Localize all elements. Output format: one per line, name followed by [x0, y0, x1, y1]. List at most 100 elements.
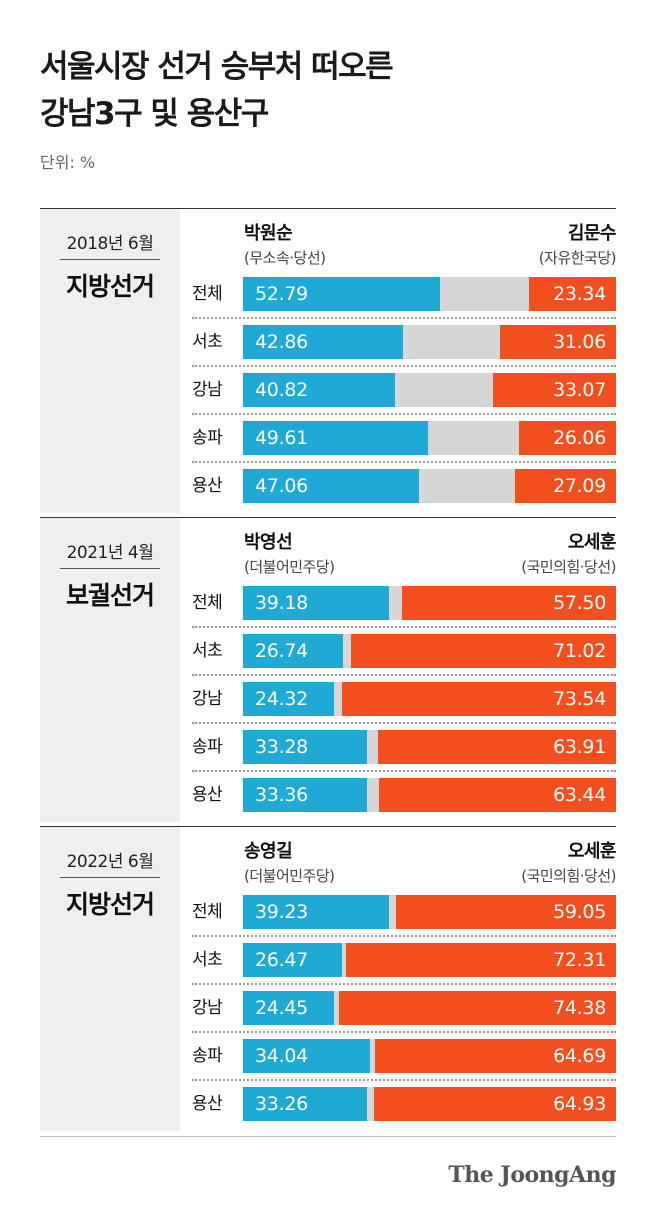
election-type: 보궐선거: [65, 581, 155, 610]
right-candidate-bar: 26.06: [518, 421, 616, 455]
row-divider: [192, 461, 616, 463]
district-label: 서초: [192, 950, 223, 970]
election-block: 2022년 6월 지방선거 송영길 (더불어민주당) 오세훈 (국민의힘·당선) 전체 39.…: [40, 827, 617, 1131]
left-value-label: 33.26: [255, 1093, 308, 1115]
bar-track: 26.47 72.31: [243, 943, 616, 977]
left-candidate-bar: 33.36: [243, 778, 368, 812]
bar-track: 33.26 64.93: [243, 1087, 616, 1121]
election-date: 2021년 4월: [66, 543, 154, 563]
row-divider: [192, 722, 616, 724]
left-value-label: 49.61: [255, 427, 308, 449]
left-candidate-bar: 33.26: [243, 1087, 368, 1121]
district-label: 강남: [192, 998, 223, 1018]
row-divider: [192, 770, 616, 772]
right-candidate-bar: 63.91: [377, 730, 616, 764]
left-candidate-bar: 40.82: [243, 373, 396, 407]
election-type: 지방선거: [65, 890, 155, 919]
row-divider: [192, 674, 616, 676]
right-candidate-party: (자유한국당): [538, 249, 617, 267]
row-divider: [192, 1079, 616, 1081]
left-value-label: 40.82: [255, 379, 308, 401]
bar-track: 42.86 31.06: [243, 325, 616, 359]
right-value-label: 74.38: [553, 997, 606, 1019]
bar-row: 서초 26.47 72.31: [40, 943, 616, 977]
right-candidate-bar: 59.05: [395, 895, 616, 929]
election-block: 2021년 4월 보궐선거 박영선 (더불어민주당) 오세훈 (국민의힘·당선) 전체 39.…: [40, 518, 617, 822]
bar-row: 강남 40.82 33.07: [40, 373, 616, 407]
election-label-panel: [40, 209, 180, 513]
bar-row: 송파 49.61 26.06: [40, 421, 616, 455]
left-value-label: 24.32: [255, 688, 308, 710]
district-label: 전체: [192, 284, 223, 304]
left-candidate-bar: 39.18: [243, 586, 390, 620]
right-candidate-name: 오세훈: [567, 532, 617, 553]
district-label: 용산: [192, 476, 223, 496]
district-label: 강남: [192, 380, 223, 400]
right-value-label: 31.06: [553, 331, 606, 353]
right-value-label: 63.91: [553, 736, 606, 758]
right-value-label: 64.93: [553, 1093, 606, 1115]
left-value-label: 33.28: [255, 736, 308, 758]
district-label: 용산: [192, 1094, 223, 1114]
right-value-label: 27.09: [553, 475, 606, 497]
bar-row: 전체 39.23 59.05: [40, 895, 616, 929]
block-top-divider: [40, 208, 616, 209]
right-candidate-bar: 63.44: [379, 778, 616, 812]
bar-track: 33.28 63.91: [243, 730, 616, 764]
title-line-2: 강남3구 및 용산구: [40, 96, 269, 132]
election-block: 2018년 6월 지방선거 박원순 (무소속·당선) 김문수 (자유한국당) 전체 52.79…: [40, 209, 617, 513]
right-value-label: 26.06: [553, 427, 606, 449]
row-divider: [192, 983, 616, 985]
date-divider: [60, 259, 160, 260]
left-value-label: 42.86: [255, 331, 308, 353]
row-divider: [192, 365, 616, 367]
row-divider: [192, 626, 616, 628]
right-candidate-party: (국민의힘·당선): [521, 867, 616, 885]
bar-track: 52.79 23.34: [243, 277, 616, 311]
row-divider: [192, 1031, 616, 1033]
left-value-label: 39.18: [255, 592, 308, 614]
right-value-label: 59.05: [553, 901, 606, 923]
right-value-label: 64.69: [553, 1045, 606, 1067]
unit-label: 단위: %: [40, 153, 96, 172]
district-label: 서초: [192, 641, 223, 661]
left-value-label: 52.79: [255, 283, 308, 305]
row-divider: [192, 935, 616, 937]
bar-row: 서초 42.86 31.06: [40, 325, 616, 359]
right-value-label: 71.02: [553, 640, 606, 662]
district-label: 용산: [192, 785, 223, 805]
publisher-logo: The JoongAng: [448, 1162, 616, 1188]
right-value-label: 23.34: [553, 283, 606, 305]
right-candidate-bar: 64.69: [374, 1039, 616, 1073]
left-candidate-bar: 47.06: [243, 469, 419, 503]
left-value-label: 26.74: [255, 640, 308, 662]
bar-row: 송파 33.28 63.91: [40, 730, 616, 764]
date-divider: [60, 877, 160, 878]
bar-track: 47.06 27.09: [243, 469, 616, 503]
right-value-label: 72.31: [553, 949, 606, 971]
title-line-1: 서울시장 선거 승부처 떠오른: [40, 49, 394, 85]
left-candidate-bar: 24.32: [243, 682, 334, 716]
bar-track: 26.74 71.02: [243, 634, 616, 668]
bar-track: 39.23 59.05: [243, 895, 616, 929]
left-value-label: 24.45: [255, 997, 308, 1019]
bar-row: 서초 26.74 71.02: [40, 634, 616, 668]
bar-track: 40.82 33.07: [243, 373, 616, 407]
bar-row: 용산 33.26 64.93: [40, 1087, 616, 1121]
block-top-divider: [40, 826, 616, 827]
left-candidate-party: (무소속·당선): [244, 249, 326, 267]
election-date: 2018년 6월: [66, 234, 154, 254]
right-candidate-bar: 31.06: [500, 325, 616, 359]
left-candidate-bar: 42.86: [243, 325, 403, 359]
left-value-label: 34.04: [255, 1045, 308, 1067]
right-value-label: 63.44: [553, 784, 606, 806]
left-candidate-bar: 34.04: [243, 1039, 370, 1073]
bar-row: 강남 24.45 74.38: [40, 991, 616, 1025]
election-label-panel: [40, 827, 180, 1131]
left-candidate-bar: 26.47: [243, 943, 342, 977]
left-candidate-name: 박영선: [244, 532, 293, 553]
row-divider: [192, 413, 616, 415]
bar-track: 33.36 63.44: [243, 778, 616, 812]
left-candidate-party: (더불어민주당): [244, 867, 335, 885]
bar-track: 49.61 26.06: [243, 421, 616, 455]
